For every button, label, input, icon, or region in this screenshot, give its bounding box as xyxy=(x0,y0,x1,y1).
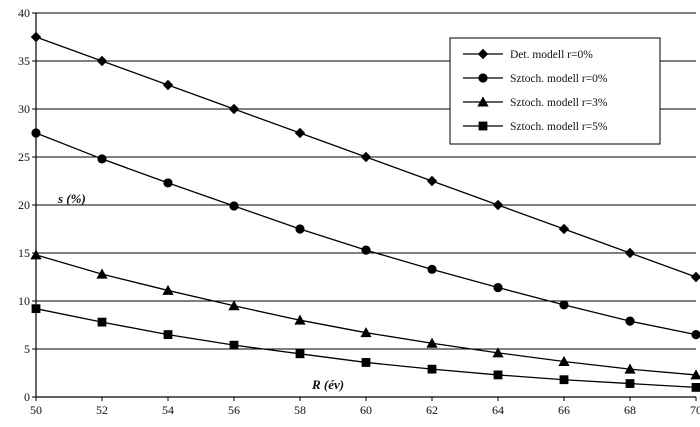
data-point xyxy=(624,363,636,374)
data-point xyxy=(559,300,569,310)
data-point xyxy=(558,223,570,235)
legend-label: Det. modell r=0% xyxy=(510,49,593,61)
x-tick-label: 62 xyxy=(426,403,438,417)
y-tick-label: 20 xyxy=(18,198,30,212)
data-point xyxy=(294,127,306,139)
data-point xyxy=(492,199,504,211)
data-point xyxy=(30,249,42,260)
legend-marker xyxy=(478,73,488,83)
data-point xyxy=(558,355,570,366)
legend-marker xyxy=(477,96,489,107)
data-point xyxy=(625,379,635,388)
data-point xyxy=(163,330,173,339)
x-tick-label: 56 xyxy=(228,403,240,417)
data-point xyxy=(295,224,305,234)
y-tick-label: 25 xyxy=(18,150,30,164)
x-tick-label: 70 xyxy=(690,403,700,417)
x-tick-label: 50 xyxy=(30,403,42,417)
data-point xyxy=(691,330,700,340)
data-point xyxy=(361,245,371,255)
x-tick-label: 66 xyxy=(558,403,570,417)
y-tick-label: 10 xyxy=(18,294,30,308)
x-tick-label: 52 xyxy=(96,403,108,417)
data-point xyxy=(361,358,371,367)
legend-label: Sztoch. modell r=3% xyxy=(510,97,608,109)
data-point xyxy=(360,151,372,163)
data-point xyxy=(162,284,174,295)
y-tick-label: 0 xyxy=(24,390,30,404)
data-point xyxy=(163,178,173,188)
data-point xyxy=(492,347,504,358)
legend-marker xyxy=(477,48,489,60)
y-axis-title: s (%) xyxy=(57,191,86,206)
y-tick-label: 30 xyxy=(18,102,30,116)
data-point xyxy=(690,271,700,283)
data-point xyxy=(426,175,438,187)
series-line xyxy=(35,308,697,389)
x-axis-title: R (év) xyxy=(311,377,344,392)
series-group xyxy=(30,31,700,392)
data-point xyxy=(625,316,635,326)
series-line xyxy=(35,254,697,376)
x-tick-label: 60 xyxy=(360,403,372,417)
series-line xyxy=(35,132,697,336)
x-tick-label: 58 xyxy=(294,403,306,417)
x-tick-label: 64 xyxy=(492,403,504,417)
legend-marker xyxy=(478,121,488,131)
data-point xyxy=(690,369,700,380)
data-point xyxy=(427,264,437,274)
series-diamond xyxy=(30,31,700,283)
legend: Det. modell r=0% Sztoch. modell r=0% Sztoc… xyxy=(449,37,661,145)
data-point xyxy=(228,103,240,115)
y-tick-labels: 0 5 10 15 20 25 30 35 40 xyxy=(18,6,30,404)
data-point xyxy=(228,300,240,311)
data-point xyxy=(559,375,569,385)
x-tick-labels: 50 52 54 56 58 60 62 64 66 68 70 xyxy=(30,403,700,417)
y-tick-label: 15 xyxy=(18,246,30,260)
data-point xyxy=(96,55,108,67)
data-point xyxy=(229,201,239,211)
series-square xyxy=(31,304,700,392)
data-point xyxy=(691,383,700,392)
data-point xyxy=(360,327,372,338)
data-point xyxy=(493,282,503,293)
data-point xyxy=(295,349,305,359)
x-tick-label: 68 xyxy=(624,403,636,417)
data-point xyxy=(162,79,174,91)
data-point xyxy=(427,364,437,374)
y-tick-label: 35 xyxy=(18,54,30,68)
data-point xyxy=(30,31,42,43)
data-point xyxy=(426,337,438,348)
series-circle xyxy=(31,128,700,340)
data-point xyxy=(97,154,107,164)
series-triangle xyxy=(30,249,700,380)
data-point xyxy=(493,370,503,380)
data-point xyxy=(229,340,239,350)
data-point xyxy=(624,247,636,259)
data-point xyxy=(97,317,107,327)
legend-label: Sztoch. modell r=0% xyxy=(510,73,608,85)
data-point xyxy=(31,304,41,314)
axes xyxy=(32,12,697,401)
data-point xyxy=(96,268,108,279)
legend-label: Sztoch. modell r=5% xyxy=(510,121,608,133)
data-point xyxy=(294,314,306,325)
y-tick-label: 5 xyxy=(24,342,30,356)
y-tick-label: 40 xyxy=(18,6,30,20)
x-tick-label: 54 xyxy=(162,403,174,417)
data-point xyxy=(31,128,41,138)
